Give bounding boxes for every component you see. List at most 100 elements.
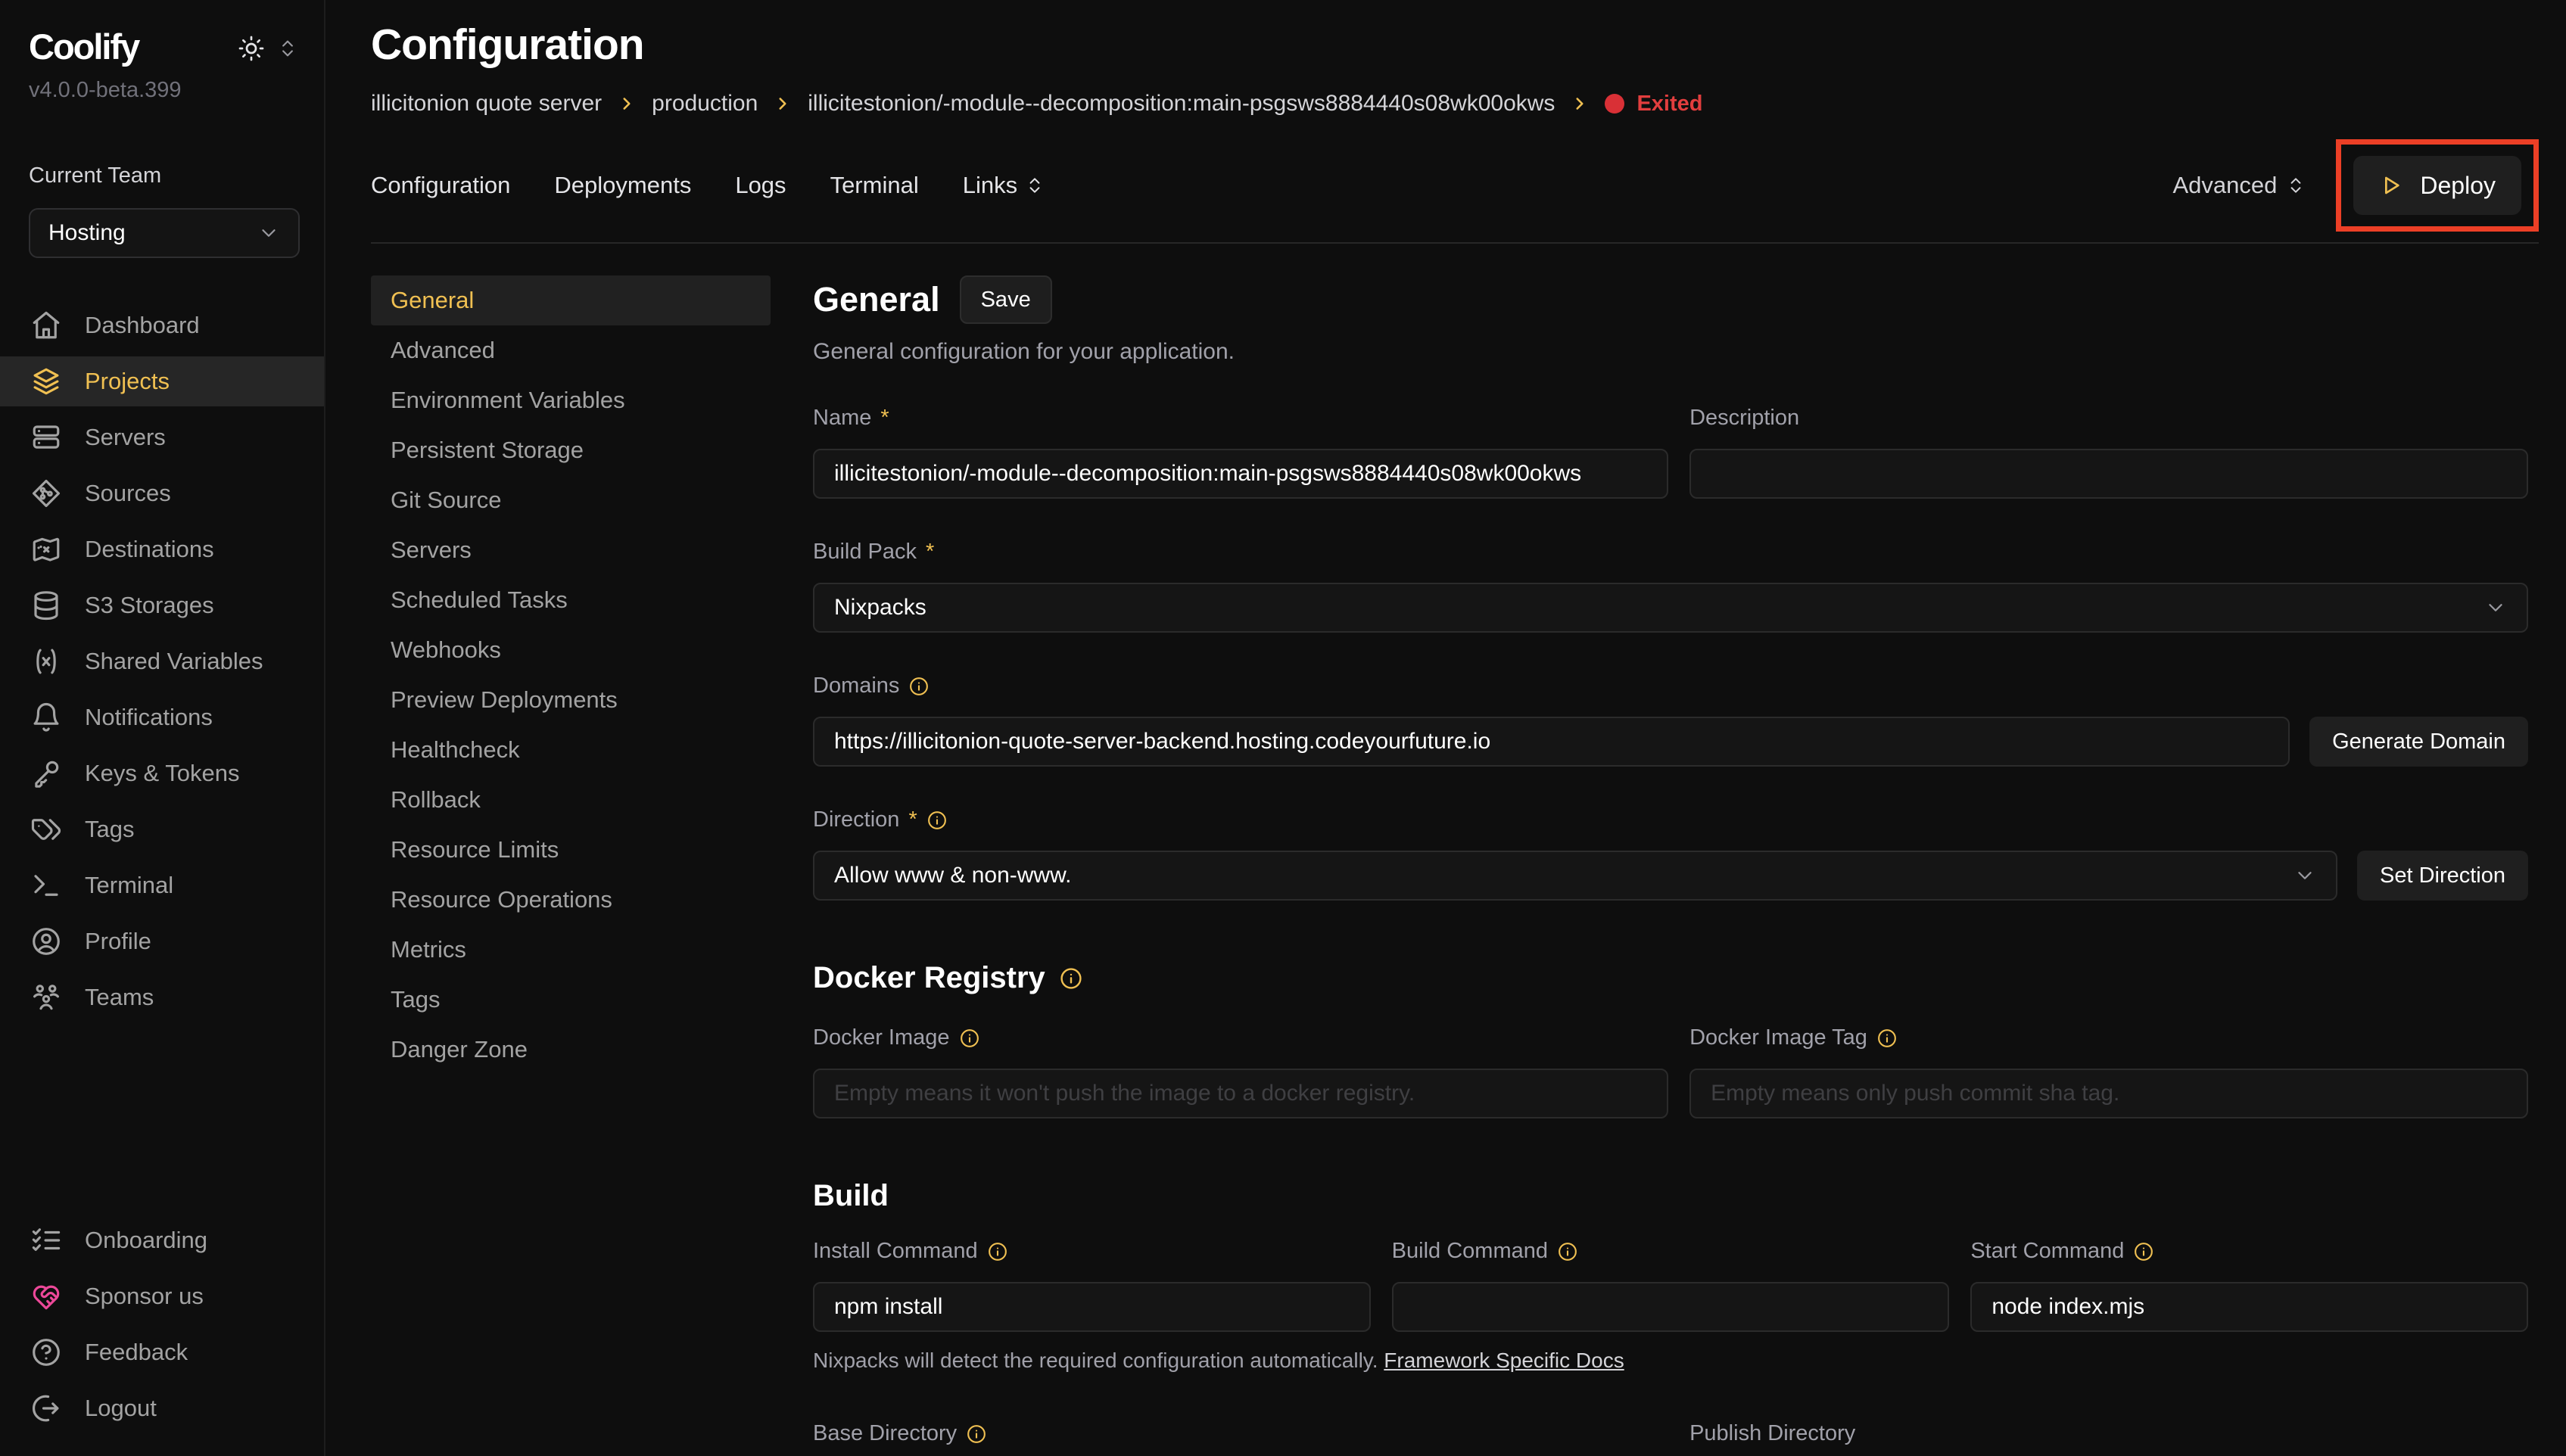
config-nav: General Advanced Environment Variables P… (371, 275, 771, 1456)
sidebar-footer: Onboarding Sponsor us Feedback Logout (0, 1215, 324, 1433)
section-subtitle: General configuration for your applicati… (813, 339, 1235, 364)
description-label: Description (1689, 406, 1800, 430)
tab-terminal[interactable]: Terminal (830, 172, 919, 198)
build-pack-label-row: Build Pack * (813, 540, 2528, 565)
config-nav-rollback[interactable]: Rollback (391, 786, 481, 813)
sidebar-item-teams[interactable]: Teams (0, 972, 324, 1022)
config-nav-scheduled-tasks[interactable]: Scheduled Tasks (391, 586, 568, 613)
status-badge: Exited (1605, 92, 1702, 117)
info-icon (2135, 1242, 2153, 1261)
build-command-label: Build Command (1391, 1239, 1548, 1263)
sidebar-item-label: Terminal (85, 872, 174, 898)
variables-icon (36, 649, 56, 674)
sidebar: Coolify v4.0.0-beta.399 Current Team Hos… (0, 0, 325, 1456)
config-nav-general[interactable]: General (371, 275, 771, 325)
sidebar-item-servers[interactable]: Servers (0, 412, 324, 462)
sidebar-item-sources[interactable]: Sources (0, 468, 324, 518)
save-button[interactable]: Save (959, 275, 1052, 324)
users-icon (33, 985, 59, 1010)
database-icon (34, 591, 58, 621)
config-nav-danger-zone[interactable]: Danger Zone (391, 1036, 528, 1062)
info-icon (1877, 1028, 1896, 1047)
config-nav-environment-variables[interactable]: Environment Variables (391, 387, 625, 413)
set-direction-button[interactable]: Set Direction (2356, 851, 2528, 901)
publish-directory-label: Publish Directory (1689, 1421, 1856, 1445)
sidebar-item-logout[interactable]: Logout (0, 1383, 324, 1433)
tab-bar: Configuration Deployments Logs Terminal … (325, 139, 2566, 232)
domains-input[interactable] (813, 717, 2290, 767)
sidebar-item-notifications[interactable]: Notifications (0, 692, 324, 742)
theme-chevrons-up-down-icon[interactable] (277, 38, 298, 59)
tab-deployments[interactable]: Deployments (554, 172, 692, 198)
heart-handshake-icon (33, 1285, 60, 1310)
breadcrumb-environment[interactable]: production (652, 91, 758, 116)
sidebar-item-label: Notifications (85, 704, 213, 730)
sidebar-item-feedback[interactable]: Feedback (0, 1327, 324, 1377)
user-circle-icon (33, 928, 60, 955)
tab-links[interactable]: Links (963, 172, 1045, 199)
config-nav-resource-limits[interactable]: Resource Limits (391, 836, 559, 863)
tab-links-label: Links (962, 172, 1018, 198)
chevron-down-icon (257, 222, 280, 244)
sidebar-item-profile[interactable]: Profile (0, 916, 324, 966)
current-team-label: Current Team (29, 163, 162, 188)
config-nav-metrics[interactable]: Metrics (391, 936, 466, 963)
name-input[interactable] (813, 449, 1669, 499)
tab-configuration[interactable]: Configuration (371, 172, 511, 198)
status-text: Exited (1636, 91, 1703, 116)
app-logo: Coolify (29, 26, 140, 67)
sidebar-item-keys-tokens[interactable]: Keys & Tokens (0, 748, 324, 798)
theme-sun-icon[interactable] (238, 35, 265, 62)
config-nav-preview-deployments[interactable]: Preview Deployments (391, 686, 618, 713)
advanced-dropdown[interactable]: Advanced (2173, 172, 2306, 199)
docker-image-tag-input[interactable] (1689, 1069, 2528, 1118)
docker-image-tag-label: Docker Image Tag (1689, 1025, 1867, 1050)
terminal-icon (34, 875, 58, 896)
config-nav-healthcheck[interactable]: Healthcheck (391, 736, 520, 763)
key-icon (35, 761, 59, 788)
git-source-icon (32, 479, 61, 508)
breadcrumb-resource[interactable]: illicitestonion/-module--decomposition:m… (808, 91, 1555, 116)
sidebar-item-label: Teams (85, 984, 154, 1010)
breadcrumb-project[interactable]: illicitonion quote server (371, 91, 603, 116)
config-nav-resource-operations[interactable]: Resource Operations (391, 886, 612, 913)
sidebar-item-s3-storages[interactable]: S3 Storages (0, 580, 324, 630)
description-input[interactable] (1689, 449, 2528, 499)
build-pack-select[interactable]: Nixpacks (813, 583, 2528, 633)
sidebar-item-onboarding[interactable]: Onboarding (0, 1215, 324, 1265)
sidebar-item-terminal[interactable]: Terminal (0, 860, 324, 910)
sidebar-item-destinations[interactable]: Destinations (0, 524, 324, 574)
sidebar-item-shared-variables[interactable]: Shared Variables (0, 636, 324, 686)
sidebar-item-tags[interactable]: Tags (0, 804, 324, 854)
direction-select[interactable]: Allow www & non-www. (813, 851, 2337, 901)
install-command-input[interactable] (813, 1282, 1371, 1332)
help-text: Nixpacks will detect the required config… (813, 1349, 1378, 1372)
config-nav-webhooks[interactable]: Webhooks (391, 636, 501, 663)
build-command-input[interactable] (1391, 1282, 1950, 1332)
domains-label-row: Domains (813, 674, 2528, 698)
start-command-input[interactable] (1970, 1282, 2529, 1332)
sidebar-item-label: Servers (85, 424, 166, 450)
deploy-label: Deploy (2420, 171, 2496, 199)
direction-label: Direction (813, 807, 900, 832)
config-nav-git-source[interactable]: Git Source (391, 487, 502, 513)
team-select[interactable]: Hosting (29, 208, 300, 258)
deploy-button[interactable]: Deploy (2353, 156, 2521, 215)
config-nav-persistent-storage[interactable]: Persistent Storage (391, 437, 584, 463)
bell-icon (33, 703, 59, 732)
publish-directory-label-row: Publish Directory (1689, 1421, 2528, 1446)
sidebar-item-dashboard[interactable]: Dashboard (0, 300, 324, 350)
info-icon (960, 1028, 979, 1047)
tab-logs[interactable]: Logs (735, 172, 786, 198)
framework-docs-link[interactable]: Framework Specific Docs (1384, 1349, 1624, 1372)
sidebar-item-sponsor[interactable]: Sponsor us (0, 1271, 324, 1321)
sidebar-item-projects[interactable]: Projects (0, 356, 324, 406)
config-nav-servers[interactable]: Servers (391, 537, 472, 563)
docker-image-input[interactable] (813, 1069, 1669, 1118)
config-nav-tags[interactable]: Tags (391, 986, 441, 1013)
generate-domain-button[interactable]: Generate Domain (2309, 717, 2528, 767)
section-title-build: Build (813, 1179, 889, 1212)
sidebar-item-label: Profile (85, 928, 151, 954)
home-icon (33, 311, 60, 339)
config-nav-advanced[interactable]: Advanced (391, 337, 495, 363)
